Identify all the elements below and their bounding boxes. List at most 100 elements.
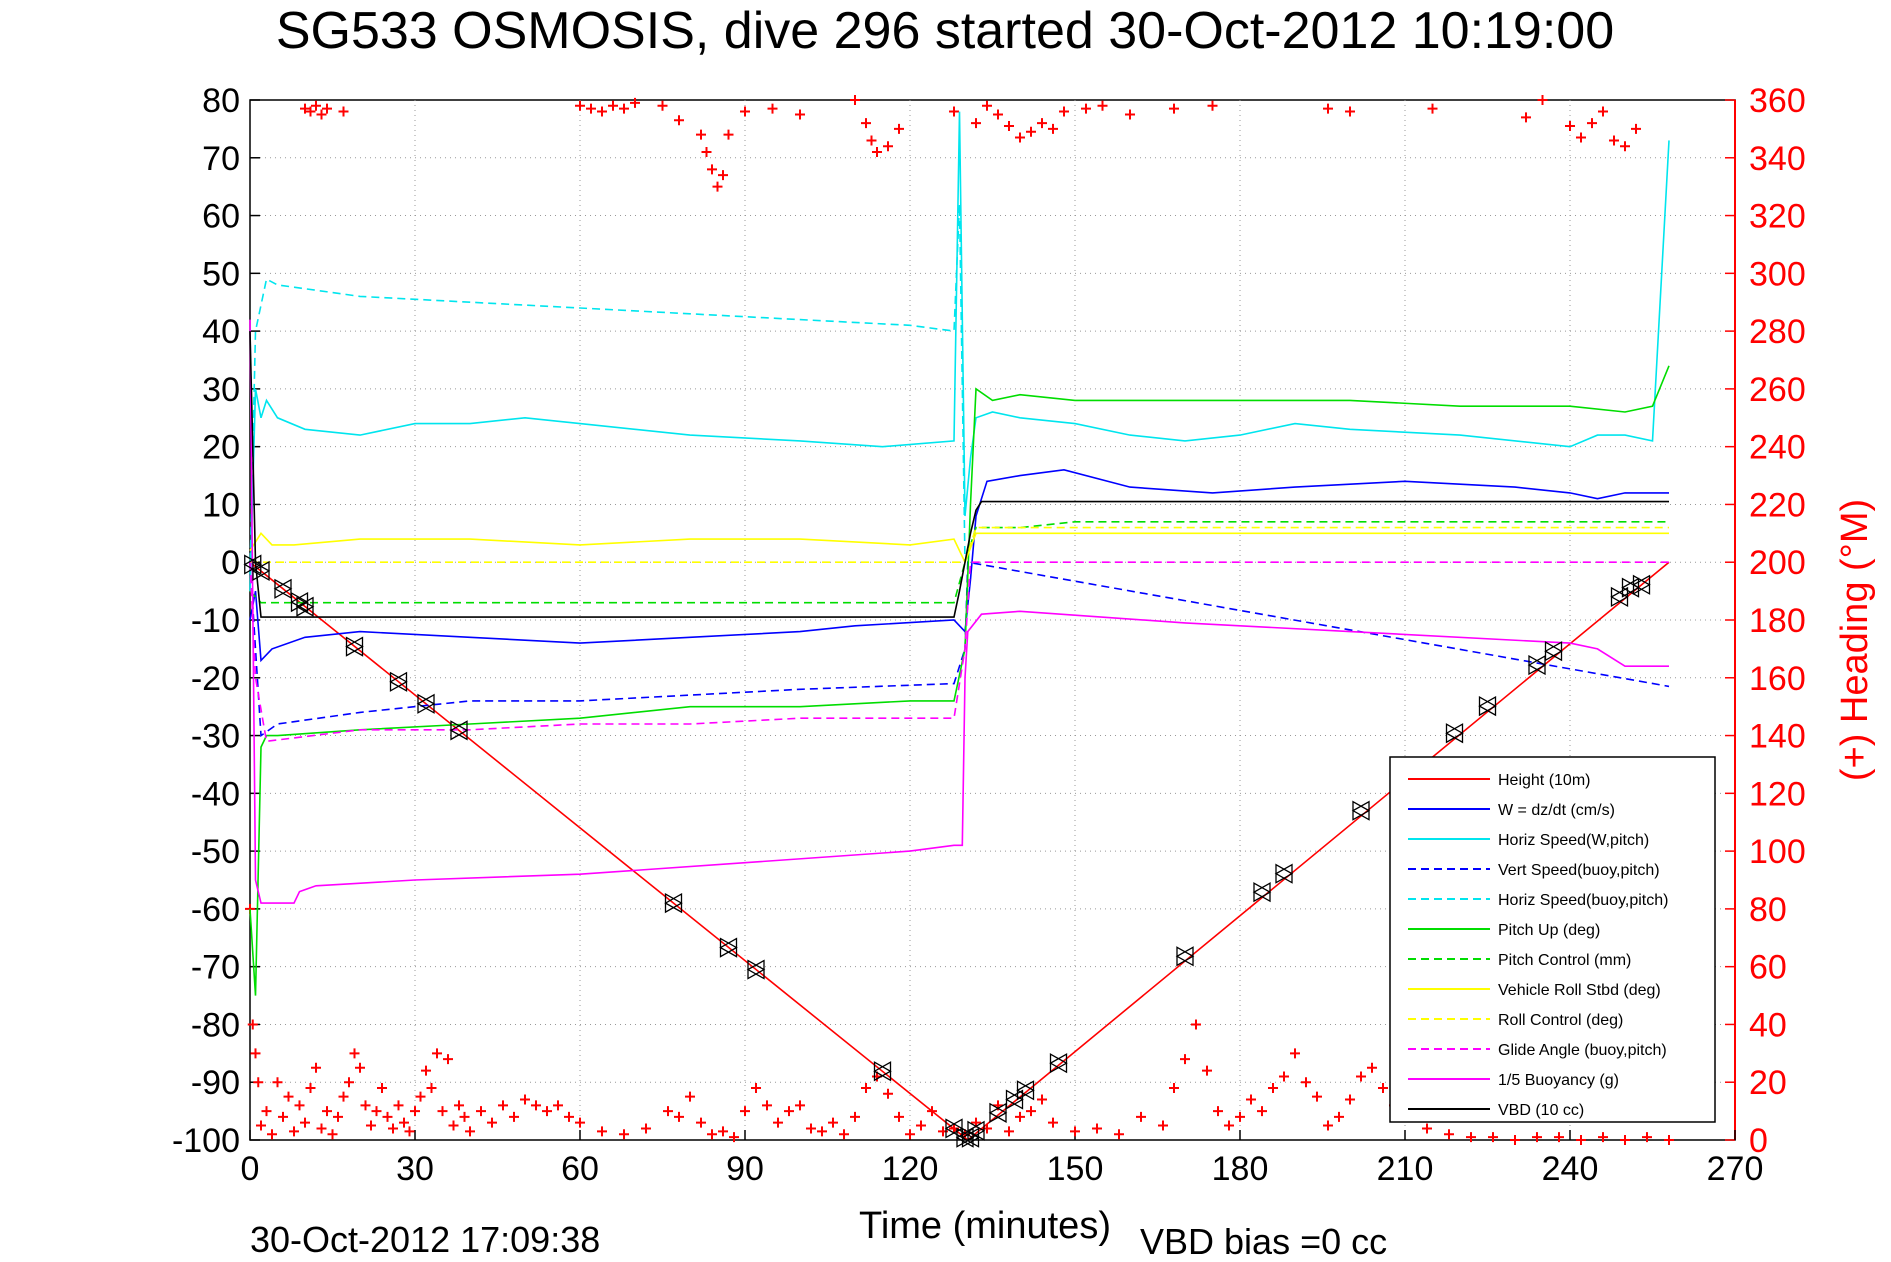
heading-point bbox=[1565, 121, 1575, 131]
heading-point bbox=[723, 129, 734, 140]
heading-point bbox=[657, 100, 668, 111]
heading-point bbox=[751, 1083, 761, 1093]
heading-point bbox=[261, 1106, 272, 1117]
series-line bbox=[249, 203, 966, 574]
right-tick-label: 60 bbox=[1749, 949, 1787, 987]
x-tick-label: 30 bbox=[396, 1150, 434, 1188]
right-tick-label: 80 bbox=[1749, 891, 1787, 929]
x-axis: 0 30 60 90 120 150 180 210 240 270 bbox=[241, 1130, 1764, 1188]
heading-point bbox=[1378, 1083, 1388, 1093]
heading-point bbox=[1026, 1106, 1036, 1117]
legend-label: Height (10m) bbox=[1498, 772, 1590, 789]
left-tick-label: 30 bbox=[202, 371, 240, 409]
heading-point bbox=[355, 1062, 365, 1073]
heading-point bbox=[1114, 1129, 1124, 1140]
heading-point bbox=[740, 106, 750, 117]
heading-point bbox=[597, 1126, 607, 1137]
legend-label: Vert Speed(buoy,pitch) bbox=[1498, 862, 1660, 879]
dive-marker bbox=[1478, 695, 1497, 717]
heading-point bbox=[1422, 1123, 1432, 1134]
heading-point bbox=[393, 1100, 404, 1111]
heading-point bbox=[1301, 1077, 1311, 1088]
heading-point bbox=[1207, 100, 1218, 111]
heading-point bbox=[487, 1117, 497, 1128]
series-line bbox=[249, 561, 1669, 743]
dive-marker bbox=[1610, 586, 1629, 608]
heading-point bbox=[1510, 1135, 1520, 1145]
heading-point bbox=[1070, 1126, 1080, 1137]
series-line bbox=[249, 319, 1669, 904]
heading-point bbox=[476, 1106, 486, 1117]
heading-point bbox=[542, 1106, 552, 1117]
dive-marker bbox=[873, 1061, 892, 1082]
right-axis: 3603403203002802602402202001801601401201… bbox=[1725, 82, 1806, 1160]
heading-point bbox=[575, 1117, 585, 1128]
x-tick-label: 0 bbox=[241, 1150, 260, 1188]
heading-point bbox=[1037, 118, 1047, 129]
heading-point bbox=[377, 1083, 387, 1093]
heading-point bbox=[1323, 103, 1333, 114]
heading-point bbox=[586, 103, 596, 114]
x-tick-label: 180 bbox=[1212, 1150, 1269, 1188]
heading-point bbox=[1048, 1117, 1058, 1128]
heading-point bbox=[322, 1106, 332, 1117]
heading-point bbox=[1081, 103, 1091, 114]
footer-timestamp: 30-Oct-2012 17:09:38 bbox=[250, 1219, 600, 1260]
dive-marker bbox=[1175, 946, 1195, 967]
heading-point bbox=[1609, 135, 1619, 146]
left-tick-label: -80 bbox=[191, 1006, 240, 1044]
heading-point bbox=[327, 1129, 338, 1140]
left-tick-label: -100 bbox=[172, 1122, 240, 1160]
legend-label: W = dz/dt (cm/s) bbox=[1498, 802, 1615, 819]
heading-point bbox=[861, 118, 871, 129]
heading-point bbox=[498, 1100, 508, 1111]
x-tick-label: 120 bbox=[882, 1150, 939, 1188]
x-tick-label: 270 bbox=[1707, 1150, 1764, 1188]
legend-label: VBD (10 cc) bbox=[1498, 1102, 1584, 1119]
heading-point bbox=[553, 1100, 563, 1111]
right-tick-label: 300 bbox=[1749, 255, 1806, 293]
heading-point bbox=[338, 106, 349, 117]
heading-point bbox=[1576, 132, 1586, 143]
heading-point bbox=[344, 1077, 354, 1088]
right-tick-label: 140 bbox=[1749, 718, 1806, 756]
heading-point bbox=[1312, 1091, 1322, 1102]
series-line bbox=[249, 111, 1670, 592]
heading-point bbox=[300, 103, 310, 114]
left-tick-label: -10 bbox=[191, 602, 240, 640]
heading-point bbox=[740, 1106, 750, 1117]
heading-point bbox=[443, 1054, 453, 1065]
heading-point bbox=[415, 1091, 426, 1102]
dive-marker bbox=[273, 578, 293, 599]
heading-point bbox=[360, 1100, 371, 1111]
heading-point bbox=[982, 100, 992, 111]
dive-marker bbox=[389, 671, 408, 692]
heading-point bbox=[1004, 121, 1014, 131]
dive-marker bbox=[449, 720, 469, 741]
series-line bbox=[249, 365, 1670, 996]
heading-point bbox=[305, 1083, 316, 1093]
heading-point bbox=[861, 1083, 871, 1093]
heading-point bbox=[883, 1088, 893, 1099]
right-tick-label: 280 bbox=[1749, 313, 1806, 351]
heading-point bbox=[696, 129, 706, 140]
heading-point bbox=[784, 1106, 794, 1117]
heading-point bbox=[426, 1083, 437, 1093]
left-tick-label: -60 bbox=[191, 891, 240, 929]
heading-point bbox=[663, 1106, 673, 1117]
heading-point bbox=[1598, 106, 1608, 117]
dive-marker bbox=[290, 591, 309, 613]
heading-point bbox=[311, 100, 321, 111]
heading-point bbox=[696, 1117, 706, 1128]
right-tick-label: 160 bbox=[1749, 660, 1806, 698]
right-tick-label: 20 bbox=[1749, 1064, 1787, 1102]
heading-point bbox=[1015, 132, 1025, 143]
dive-marker bbox=[1544, 641, 1563, 662]
heading-point bbox=[767, 103, 778, 114]
heading-point bbox=[850, 95, 860, 105]
chart-title: SG533 OSMOSIS, dive 296 started 30-Oct-2… bbox=[276, 2, 1614, 60]
dive-marker bbox=[1527, 654, 1547, 676]
heading-point bbox=[1532, 1132, 1542, 1143]
heading-point bbox=[641, 1123, 651, 1134]
dive-marker bbox=[961, 1127, 980, 1148]
